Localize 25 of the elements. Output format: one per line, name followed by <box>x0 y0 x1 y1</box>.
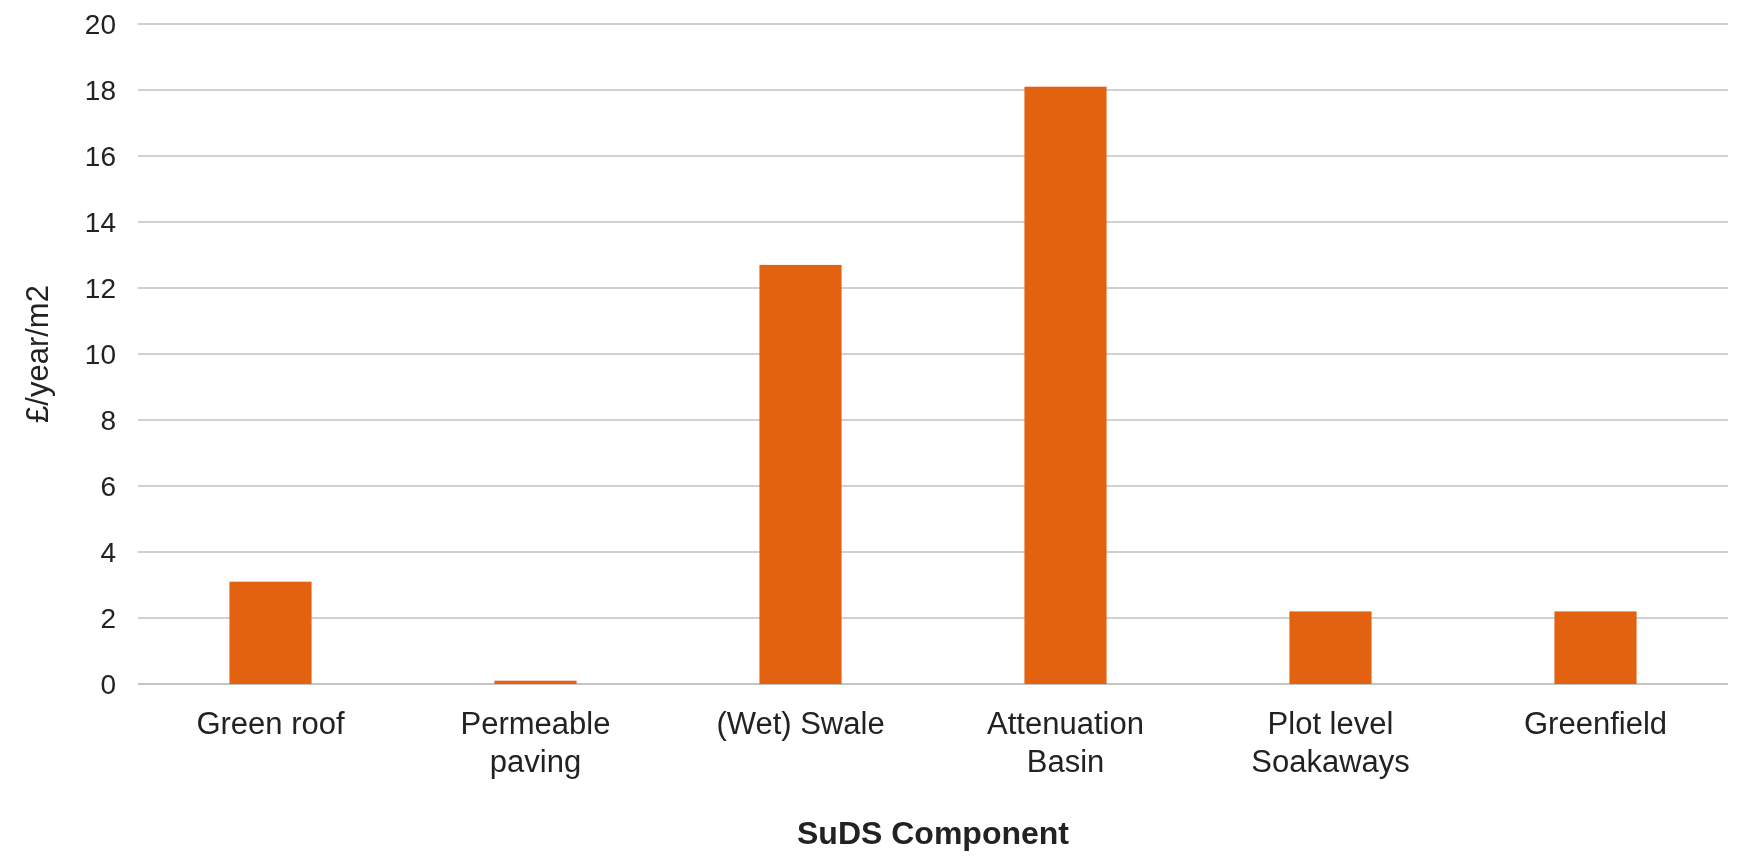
x-tick-label: Green roof <box>196 706 345 741</box>
x-tick-label: Attenuation Basin <box>987 706 1144 779</box>
y-tick-label: 10 <box>84 338 116 370</box>
x-tick-label: (Wet) Swale <box>716 706 885 741</box>
bar <box>494 680 577 684</box>
bar <box>1554 611 1637 684</box>
y-tick-label: 20 <box>84 8 116 40</box>
x-tick-label: Permeable paving <box>460 706 611 779</box>
bar <box>229 581 312 684</box>
bar <box>1289 611 1372 684</box>
y-tick-label: 14 <box>84 206 116 238</box>
y-tick-label: 4 <box>100 536 116 568</box>
y-tick-label: 8 <box>100 404 116 436</box>
y-tick-label: 12 <box>84 272 116 304</box>
x-tick-label: Plot level Soakaways <box>1251 706 1410 779</box>
y-tick-label: 0 <box>100 668 116 700</box>
y-tick-label: 18 <box>84 74 116 106</box>
y-tick-label: 6 <box>100 470 116 502</box>
bar <box>759 264 842 684</box>
y-tick-label: 16 <box>84 140 116 172</box>
y-axis-title: £/year/m2 <box>20 285 55 423</box>
y-tick-label: 2 <box>100 602 116 634</box>
bar <box>1024 86 1107 684</box>
x-tick-label: Greenfield <box>1523 706 1668 741</box>
x-axis-title: SuDS Component <box>797 815 1070 851</box>
